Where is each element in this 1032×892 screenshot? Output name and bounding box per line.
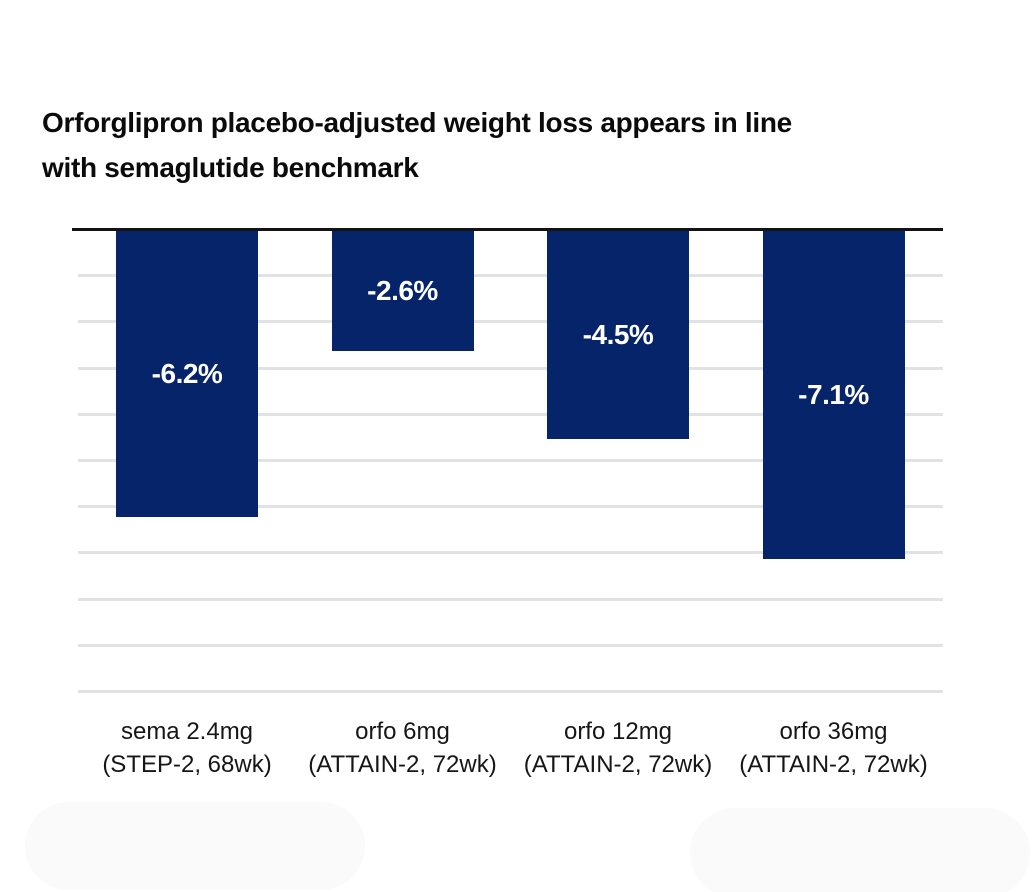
watermark-blob-left xyxy=(25,802,365,890)
chart-title-line-2: with semaglutide benchmark xyxy=(42,152,419,183)
gridline xyxy=(78,690,943,693)
bar-value-label: -4.5% xyxy=(582,318,654,350)
gridline xyxy=(78,366,943,370)
gridline xyxy=(78,320,943,324)
bar-orfo-36mg: -7.1% xyxy=(762,231,905,560)
bar-orfo-6mg: -2.6% xyxy=(331,231,474,352)
category-label-line-1: orfo 36mg xyxy=(779,718,888,745)
gridline xyxy=(78,551,943,555)
x-axis-zero-line xyxy=(72,228,943,231)
gridline xyxy=(78,505,943,509)
category-label: orfo 6mg (ATTAIN-2, 72wk) xyxy=(273,715,533,781)
category-label: sema 2.4mg (STEP-2, 68wk) xyxy=(57,715,317,781)
gridline xyxy=(78,597,943,601)
category-label: orfo 36mg (ATTAIN-2, 72wk) xyxy=(704,715,964,781)
chart-title-line-1: Orforglipron placebo-adjusted weight los… xyxy=(42,107,792,138)
category-label-line-1: sema 2.4mg xyxy=(120,718,254,745)
category-label-line-2: (STEP-2, 68wk) xyxy=(102,751,272,778)
bar-value-label: -7.1% xyxy=(798,379,869,410)
category-label-line-2: (ATTAIN-2, 72wk) xyxy=(308,751,497,778)
chart-title: Orforglipron placebo-adjusted weight los… xyxy=(42,100,962,190)
bar-value-label: -2.6% xyxy=(367,275,438,307)
category-label: orfo 12mg (ATTAIN-2, 72wk) xyxy=(488,715,748,781)
gridline xyxy=(78,412,943,416)
category-label-line-1: orfo 12mg xyxy=(563,718,673,745)
bar-orfo-12mg: -4.5% xyxy=(547,231,689,439)
watermark-blob-right xyxy=(690,808,1030,892)
category-label-line-1: orfo 6mg xyxy=(355,718,450,745)
category-label-line-2: (ATTAIN-2, 72wk) xyxy=(523,751,713,778)
bar-sema-2.4mg: -6.2% xyxy=(116,231,258,518)
gridline xyxy=(78,274,943,278)
bar-value-label: -6.2% xyxy=(151,358,223,390)
gridline xyxy=(78,459,943,462)
gridline xyxy=(78,643,943,647)
category-label-line-2: (ATTAIN-2, 72wk) xyxy=(739,751,928,778)
